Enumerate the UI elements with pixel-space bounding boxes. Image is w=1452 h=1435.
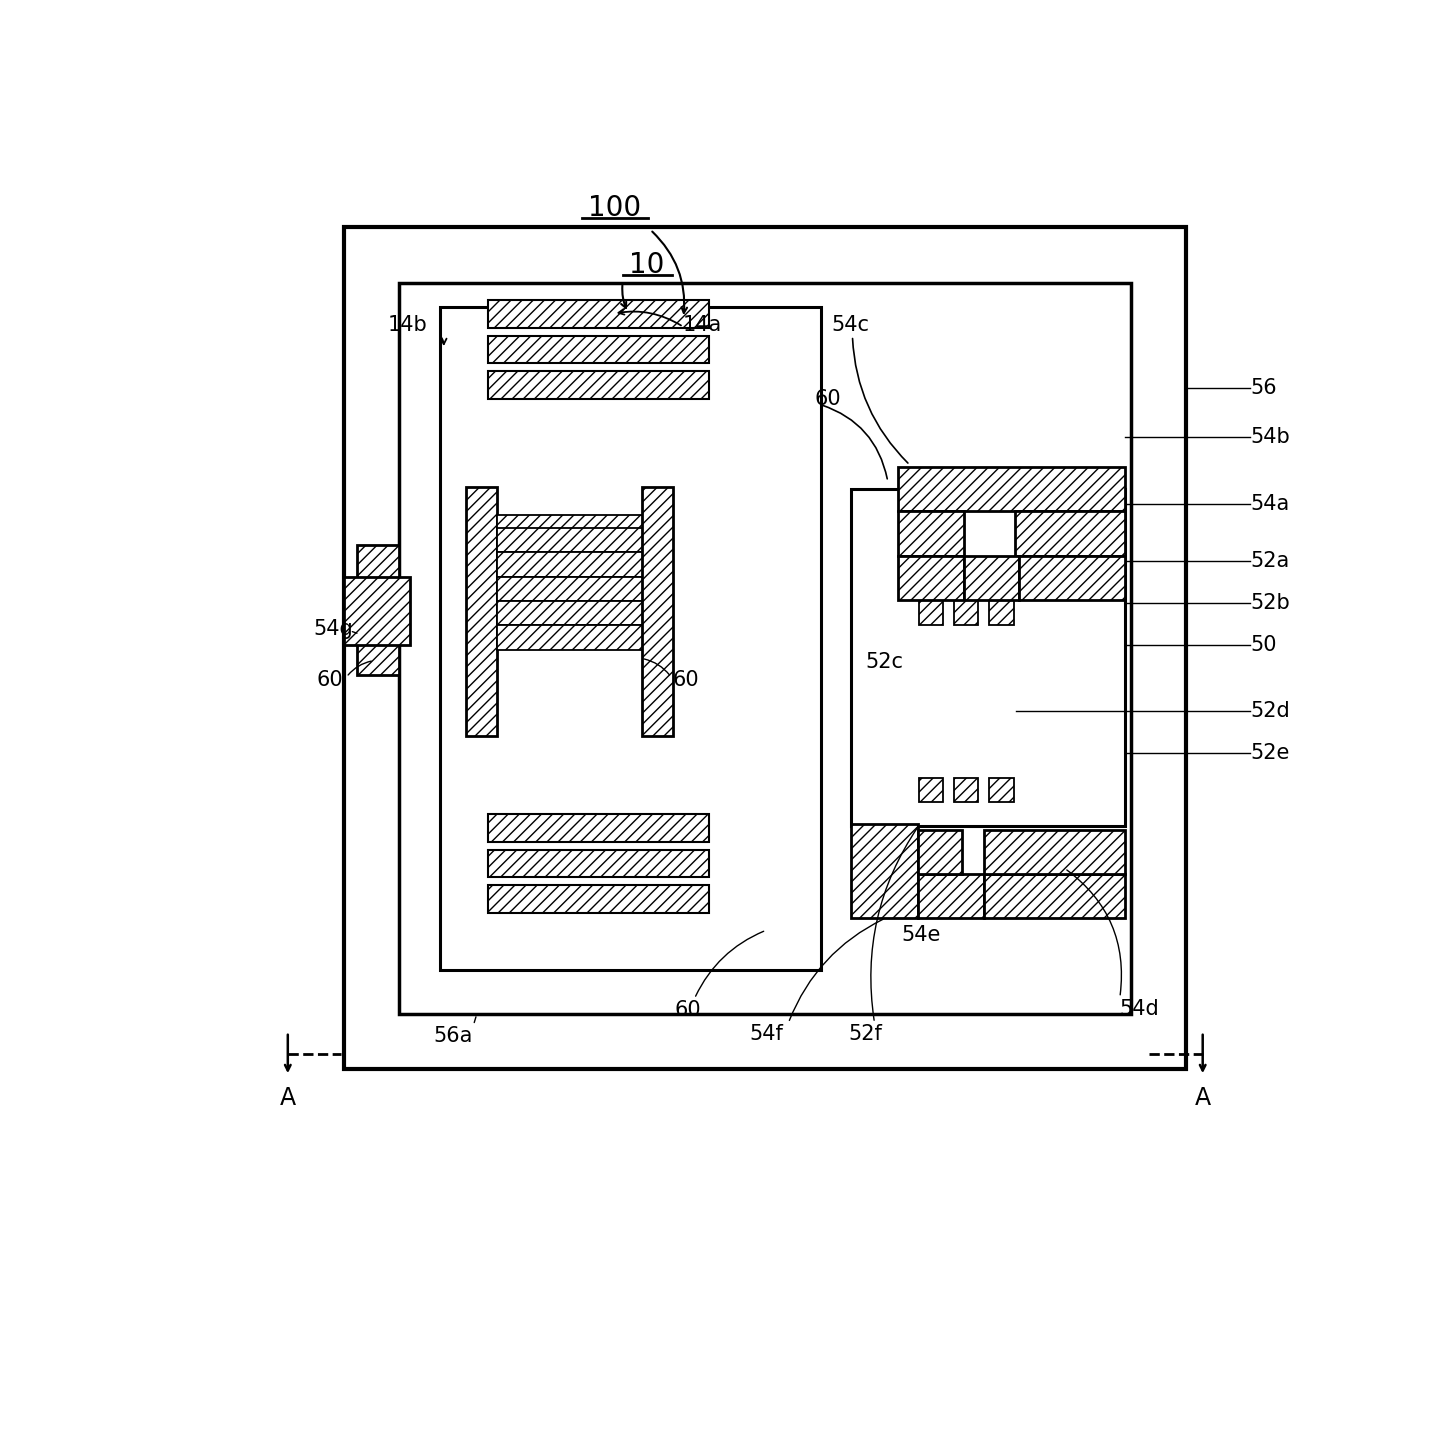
Text: 54c: 54c — [831, 314, 870, 334]
Text: 14b: 14b — [388, 314, 427, 334]
Bar — [989, 601, 1013, 626]
Text: A: A — [280, 1086, 296, 1111]
Bar — [984, 829, 1125, 874]
Bar — [399, 283, 1131, 1015]
Text: 52e: 52e — [1250, 743, 1289, 763]
Bar — [466, 486, 497, 736]
Bar — [1015, 511, 1125, 555]
Bar — [642, 486, 674, 736]
Bar — [919, 601, 942, 626]
Text: 54a: 54a — [1250, 494, 1289, 514]
Bar — [897, 555, 964, 600]
Bar — [497, 611, 642, 636]
Bar — [488, 885, 709, 913]
Bar — [497, 540, 642, 564]
Bar — [497, 552, 642, 577]
Text: 56: 56 — [1250, 377, 1276, 397]
Bar — [357, 544, 399, 674]
Text: 60: 60 — [672, 670, 698, 690]
Text: 10: 10 — [629, 251, 665, 278]
Bar — [919, 778, 942, 802]
Bar — [851, 489, 1125, 827]
Text: 54f: 54f — [749, 1025, 783, 1045]
Text: 52b: 52b — [1250, 593, 1289, 613]
Bar — [488, 850, 709, 877]
Text: 60: 60 — [815, 389, 842, 409]
Text: 56a: 56a — [434, 1026, 473, 1046]
Bar — [984, 874, 1125, 918]
Text: 52a: 52a — [1250, 551, 1289, 571]
Bar — [964, 555, 1019, 600]
Bar — [440, 307, 822, 970]
Bar — [497, 564, 642, 588]
Text: 14a: 14a — [682, 314, 722, 334]
Bar — [497, 577, 642, 601]
Bar — [897, 511, 964, 555]
Bar — [918, 874, 984, 918]
Bar — [488, 336, 709, 363]
Text: 52c: 52c — [865, 651, 903, 672]
Bar — [1019, 555, 1125, 600]
Text: 60: 60 — [317, 670, 343, 690]
Text: 54b: 54b — [1250, 428, 1289, 448]
Bar — [918, 829, 961, 874]
Bar — [954, 778, 979, 802]
Bar — [989, 778, 1013, 802]
Bar — [488, 372, 709, 399]
Text: A: A — [1195, 1086, 1211, 1111]
Text: 54g: 54g — [314, 618, 353, 639]
Text: 50: 50 — [1250, 636, 1276, 656]
Bar — [488, 814, 709, 842]
Bar — [344, 577, 411, 646]
Bar — [497, 588, 642, 611]
Text: 54d: 54d — [1119, 999, 1160, 1019]
Bar — [497, 528, 642, 552]
Bar — [851, 824, 918, 918]
Text: 60: 60 — [675, 1000, 701, 1020]
Text: 52f: 52f — [849, 1025, 883, 1045]
Bar — [497, 515, 642, 540]
Bar — [497, 626, 642, 650]
Bar — [488, 300, 709, 329]
Bar — [497, 601, 642, 626]
Text: 52d: 52d — [1250, 702, 1289, 722]
Text: 100: 100 — [588, 194, 642, 221]
Bar — [344, 227, 1186, 1069]
Text: 54e: 54e — [902, 924, 941, 944]
Bar — [954, 601, 979, 626]
Bar — [897, 468, 1125, 511]
